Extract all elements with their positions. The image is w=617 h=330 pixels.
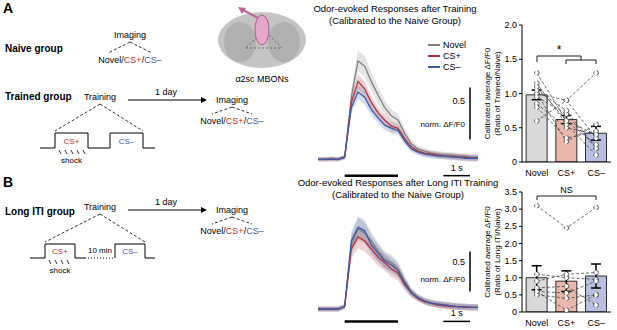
svg-text:2.0: 2.0: [504, 239, 517, 249]
svg-text:(Ratio of Long ITI/Naive): (Ratio of Long ITI/Naive): [493, 208, 502, 295]
svg-text:Imaging: Imaging: [216, 205, 248, 215]
svg-text:2.0: 2.0: [504, 20, 517, 30]
svg-text:NS: NS: [560, 185, 573, 195]
svg-text:shock: shock: [61, 156, 83, 165]
svg-text:Trained group: Trained group: [5, 91, 72, 102]
svg-text:Imaging: Imaging: [216, 95, 248, 105]
svg-text:CS+: CS+: [558, 168, 576, 178]
svg-text:Naive group: Naive group: [5, 43, 63, 54]
svg-text:CS+: CS+: [443, 51, 461, 61]
svg-text:*: *: [557, 43, 562, 57]
svg-text:CS–: CS–: [119, 137, 135, 146]
svg-text:Novel/CS+/CS–: Novel/CS+/CS–: [200, 116, 263, 126]
svg-text:1.5: 1.5: [504, 256, 517, 266]
svg-text:1.0: 1.0: [504, 273, 517, 283]
svg-text:Training: Training: [84, 202, 116, 212]
svg-text:0: 0: [512, 307, 517, 317]
svg-text:1.0: 1.0: [504, 89, 517, 99]
svg-text:0.5: 0.5: [504, 123, 517, 133]
svg-text:0.5: 0.5: [452, 96, 465, 106]
svg-text:Odor-evoked Responses after Tr: Odor-evoked Responses after Training: [313, 3, 476, 14]
svg-text:A: A: [3, 0, 13, 16]
svg-text:Odor-evoked Responses after Lo: Odor-evoked Responses after Long ITI Tra…: [298, 177, 499, 188]
svg-text:norm. ΔF/F0: norm. ΔF/F0: [421, 275, 466, 284]
svg-text:0.5: 0.5: [452, 257, 465, 267]
svg-text:norm. ΔF/F0: norm. ΔF/F0: [421, 120, 466, 129]
svg-text:B: B: [3, 174, 13, 190]
svg-text:CS+: CS+: [64, 137, 80, 146]
svg-text:CS+: CS+: [558, 318, 576, 328]
svg-text:(Calibrated to the Naive Group: (Calibrated to the Naive Group): [329, 15, 461, 26]
svg-text:shock: shock: [50, 266, 72, 275]
svg-text:Novel: Novel: [525, 318, 548, 328]
svg-text:Imaging: Imaging: [114, 30, 146, 40]
svg-text:Novel: Novel: [443, 40, 466, 50]
svg-text:CS–: CS–: [587, 318, 605, 328]
svg-text:1 day: 1 day: [155, 197, 178, 207]
svg-text:(Calibrated to the Naive Group: (Calibrated to the Naive Group): [332, 189, 464, 200]
svg-text:1 s: 1 s: [451, 308, 464, 318]
svg-text:Training: Training: [84, 92, 116, 102]
svg-text:10 min: 10 min: [88, 246, 112, 255]
svg-text:Calibrated average ΔF/F0: Calibrated average ΔF/F0: [483, 206, 492, 298]
svg-text:1 s: 1 s: [451, 163, 464, 173]
svg-text:Novel: Novel: [525, 168, 548, 178]
svg-text:Calibrated average ΔF/F0: Calibrated average ΔF/F0: [483, 47, 492, 139]
svg-text:CS–: CS–: [122, 247, 138, 256]
svg-text:2.5: 2.5: [504, 221, 517, 231]
svg-text:0.5: 0.5: [504, 290, 517, 300]
svg-text:α2sc MBONs: α2sc MBONs: [235, 74, 289, 84]
svg-text:1.5: 1.5: [504, 54, 517, 64]
svg-text:Long ITI group: Long ITI group: [5, 206, 75, 217]
svg-text:3.0: 3.0: [504, 204, 517, 214]
svg-text:Novel/CS+/CS–: Novel/CS+/CS–: [200, 226, 263, 236]
svg-text:Novel/CS+/CS–: Novel/CS+/CS–: [98, 55, 161, 65]
svg-text:CS+: CS+: [52, 247, 68, 256]
svg-text:(Ratio of Trained/Naive): (Ratio of Trained/Naive): [493, 51, 502, 136]
svg-text:0: 0: [512, 157, 517, 167]
svg-text:CS–: CS–: [587, 168, 605, 178]
svg-text:1 day: 1 day: [155, 87, 178, 97]
svg-text:3.5: 3.5: [504, 187, 517, 197]
svg-text:CS–: CS–: [443, 62, 461, 72]
